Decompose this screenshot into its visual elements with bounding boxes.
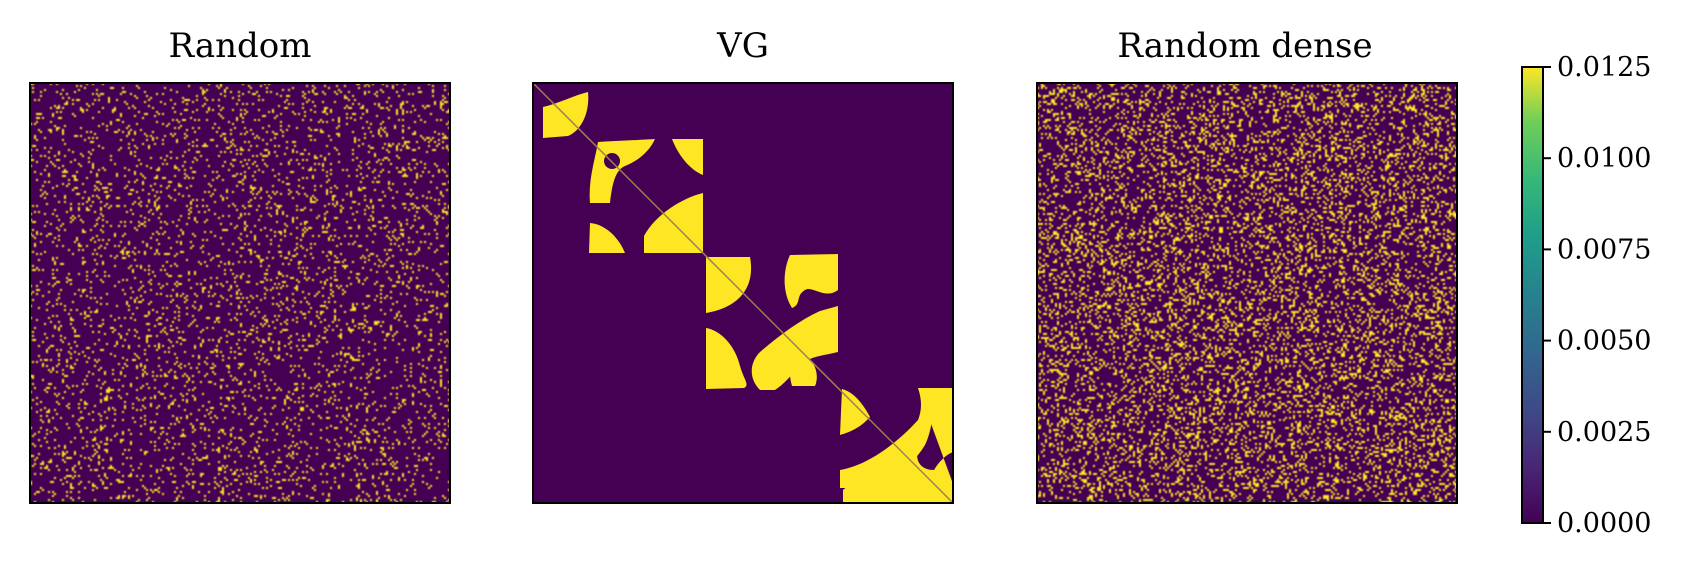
panel-title: Random (168, 26, 311, 66)
vg-shape (840, 388, 933, 488)
panel-title: Random dense (1117, 26, 1372, 66)
vg-shape (672, 139, 703, 175)
colorbar-tick-label: 0.0025 (1557, 417, 1651, 448)
vg-shape (784, 254, 838, 308)
vg-shape (706, 257, 752, 313)
vg-shape (589, 223, 625, 253)
vg-shape (840, 389, 870, 435)
panel-frame (532, 82, 954, 504)
random-noise-image (30, 83, 450, 503)
panel-title: VG (716, 26, 769, 66)
colorbar-tick-label: 0.0075 (1557, 234, 1651, 265)
panel-random: Random (29, 26, 451, 504)
panel-frame (29, 82, 451, 504)
vg-shape (751, 306, 838, 390)
vg-shape (706, 328, 747, 389)
vg-shape (843, 388, 953, 503)
colorbar-tick-label: 0.0050 (1557, 326, 1651, 357)
colorbar-tick-label: 0.0000 (1557, 508, 1651, 539)
colorbar-gradient (1521, 66, 1544, 524)
panel-frame (1036, 82, 1458, 504)
panel-random-dense: Random dense (1036, 26, 1458, 504)
panel-vg: VG (532, 26, 954, 504)
random-dense-noise-image (1037, 83, 1457, 503)
diagonal-line (532, 82, 954, 504)
colorbar-tick-label: 0.0100 (1557, 143, 1651, 174)
colorbar-tick-label: 0.0125 (1557, 52, 1651, 83)
colorbar: 0.0000 0.0025 0.0050 0.0075 0.0100 0.0125 (1521, 52, 1651, 539)
